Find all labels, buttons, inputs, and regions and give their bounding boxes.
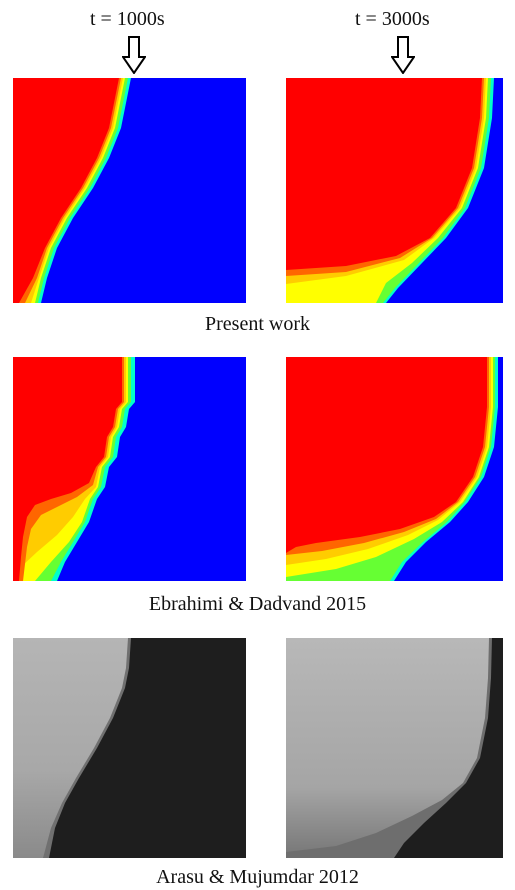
caption-ebrahimi-dadvand-2015: Ebrahimi & Dadvand 2015 (148, 593, 367, 615)
ebrahimi-dadvand-t3000-panel (286, 357, 503, 581)
arasu-mujumdar-t1000-panel (13, 638, 246, 858)
down-arrow-icon (122, 36, 146, 74)
arasu-mujumdar-t3000-panel (286, 638, 503, 858)
time-label-1000s: t = 1000s (90, 8, 165, 30)
ebrahimi-dadvand-t1000-panel (13, 357, 246, 581)
caption-present-work: Present work (205, 313, 310, 335)
present-work-t1000-panel (13, 78, 246, 303)
present-work-t3000-panel (286, 78, 503, 303)
time-label-3000s: t = 3000s (355, 8, 430, 30)
caption-arasu-mujumdar-2012: Arasu & Mujumdar 2012 (156, 866, 359, 888)
down-arrow-icon (391, 36, 415, 74)
